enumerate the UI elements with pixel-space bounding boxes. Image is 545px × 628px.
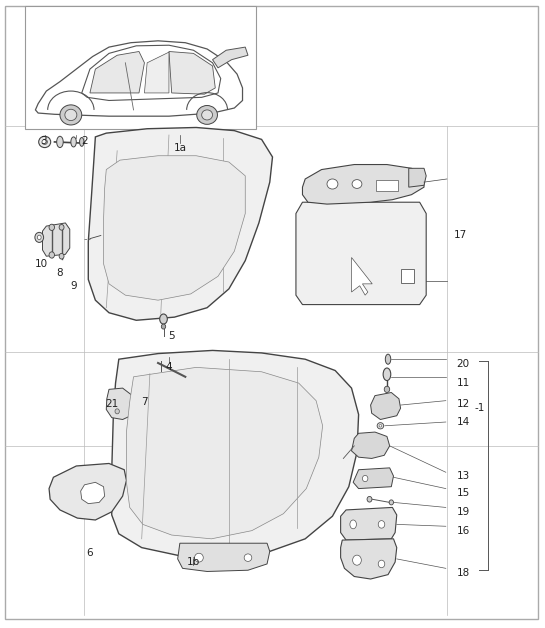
Polygon shape <box>353 468 393 489</box>
Polygon shape <box>213 47 248 68</box>
Ellipse shape <box>60 105 82 125</box>
Polygon shape <box>82 45 221 100</box>
Polygon shape <box>144 52 169 93</box>
Ellipse shape <box>350 520 356 529</box>
Polygon shape <box>296 202 426 305</box>
Ellipse shape <box>80 138 84 146</box>
Ellipse shape <box>57 136 63 148</box>
Text: 4: 4 <box>166 362 172 372</box>
Ellipse shape <box>352 180 362 188</box>
Ellipse shape <box>115 409 119 414</box>
Text: 5: 5 <box>168 331 175 341</box>
Ellipse shape <box>39 136 51 148</box>
Ellipse shape <box>353 555 361 565</box>
Text: 11: 11 <box>457 378 470 388</box>
Ellipse shape <box>378 560 385 568</box>
Text: 19: 19 <box>457 507 470 517</box>
Polygon shape <box>35 41 243 116</box>
Ellipse shape <box>161 324 166 329</box>
Polygon shape <box>302 165 424 204</box>
Polygon shape <box>112 350 359 558</box>
Ellipse shape <box>197 106 217 124</box>
Text: 13: 13 <box>457 471 470 481</box>
Ellipse shape <box>71 137 76 147</box>
Polygon shape <box>43 223 70 256</box>
Text: 2: 2 <box>81 136 88 146</box>
Polygon shape <box>409 168 426 187</box>
Ellipse shape <box>59 253 64 259</box>
Polygon shape <box>104 156 245 300</box>
Ellipse shape <box>389 500 393 505</box>
Polygon shape <box>371 392 401 420</box>
Ellipse shape <box>49 224 54 230</box>
Ellipse shape <box>42 139 47 144</box>
Ellipse shape <box>362 475 368 482</box>
Polygon shape <box>352 257 372 295</box>
Text: 21: 21 <box>105 399 118 409</box>
Ellipse shape <box>385 354 391 364</box>
Text: 14: 14 <box>457 417 470 427</box>
Ellipse shape <box>244 554 252 561</box>
Ellipse shape <box>384 386 390 392</box>
Polygon shape <box>169 51 215 94</box>
Text: 1b: 1b <box>187 557 200 567</box>
Text: 20: 20 <box>457 359 470 369</box>
Ellipse shape <box>202 110 213 120</box>
Ellipse shape <box>195 553 203 562</box>
Polygon shape <box>341 539 397 579</box>
Ellipse shape <box>35 232 44 242</box>
Text: 16: 16 <box>457 526 470 536</box>
Text: 15: 15 <box>457 488 470 498</box>
Polygon shape <box>352 432 390 458</box>
Polygon shape <box>49 463 126 520</box>
Ellipse shape <box>377 423 384 429</box>
Polygon shape <box>178 543 270 571</box>
Text: 3: 3 <box>40 136 47 146</box>
Bar <box>401 269 414 283</box>
Text: 7: 7 <box>141 397 148 407</box>
Ellipse shape <box>37 236 41 239</box>
Ellipse shape <box>160 314 167 324</box>
Text: 8: 8 <box>57 268 63 278</box>
Polygon shape <box>106 388 136 420</box>
Ellipse shape <box>65 109 77 121</box>
Ellipse shape <box>327 179 338 189</box>
Ellipse shape <box>378 521 385 528</box>
Text: 9: 9 <box>70 281 77 291</box>
Text: 1a: 1a <box>173 143 186 153</box>
Text: 12: 12 <box>457 399 470 409</box>
Ellipse shape <box>383 368 391 381</box>
Bar <box>376 180 398 191</box>
Polygon shape <box>81 482 105 504</box>
Polygon shape <box>90 51 144 93</box>
Text: 17: 17 <box>454 230 467 241</box>
Ellipse shape <box>379 425 382 427</box>
Polygon shape <box>88 127 272 320</box>
Ellipse shape <box>49 252 54 258</box>
Bar <box>25 6 256 129</box>
Ellipse shape <box>59 224 64 230</box>
Text: 18: 18 <box>457 568 470 578</box>
Ellipse shape <box>367 496 372 502</box>
Polygon shape <box>126 367 323 539</box>
Text: -1: -1 <box>474 403 485 413</box>
Text: 6: 6 <box>87 548 93 558</box>
Text: 10: 10 <box>34 259 47 269</box>
Polygon shape <box>341 507 397 540</box>
